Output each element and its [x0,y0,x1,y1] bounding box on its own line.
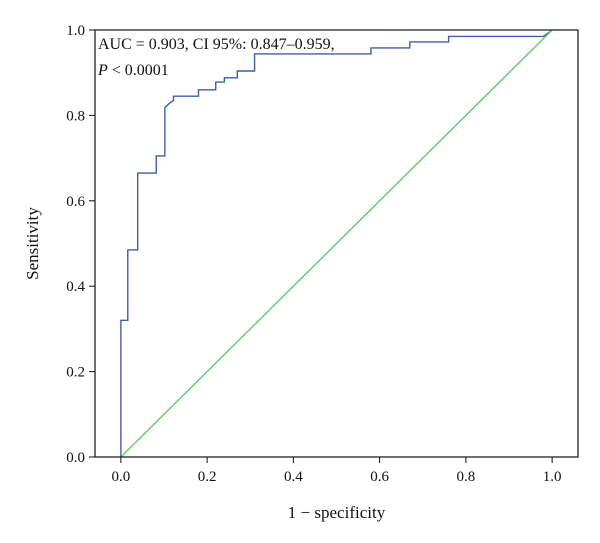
x-tick-label: 0.4 [284,469,303,485]
x-tick-label: 1.0 [543,469,562,485]
y-tick-label: 0.4 [66,279,85,295]
p-value-annotation: P < 0.0001 [97,62,169,79]
x-tick-label: 0.6 [370,469,389,485]
x-axis: 0.0 0.2 0.4 0.6 0.8 1.0 [112,457,562,485]
y-tick-label: 0.0 [66,450,85,466]
x-tick-label: 0.8 [457,469,476,485]
series-layer [120,29,553,458]
x-axis-title: 1 − specificity [288,503,386,522]
y-axis: 0.0 0.2 0.4 0.6 0.8 1.0 [66,23,95,466]
x-tick-label: 0.2 [198,469,217,485]
roc-curve-line [120,29,553,457]
auc-annotation: AUC = 0.903, CI 95%: 0.847–0.959, [98,36,335,53]
plot-frame [94,29,579,458]
reference-diagonal-line [120,29,553,458]
y-axis-title: Sensitivity [23,207,42,280]
x-tick-label: 0.0 [112,469,131,485]
y-tick-label: 0.6 [66,194,85,210]
y-tick-label: 0.8 [66,108,85,124]
p-symbol: P [97,62,108,79]
p-value-text: < 0.0001 [108,62,169,79]
y-tick-label: 1.0 [66,23,85,39]
y-tick-label: 0.2 [66,365,85,381]
